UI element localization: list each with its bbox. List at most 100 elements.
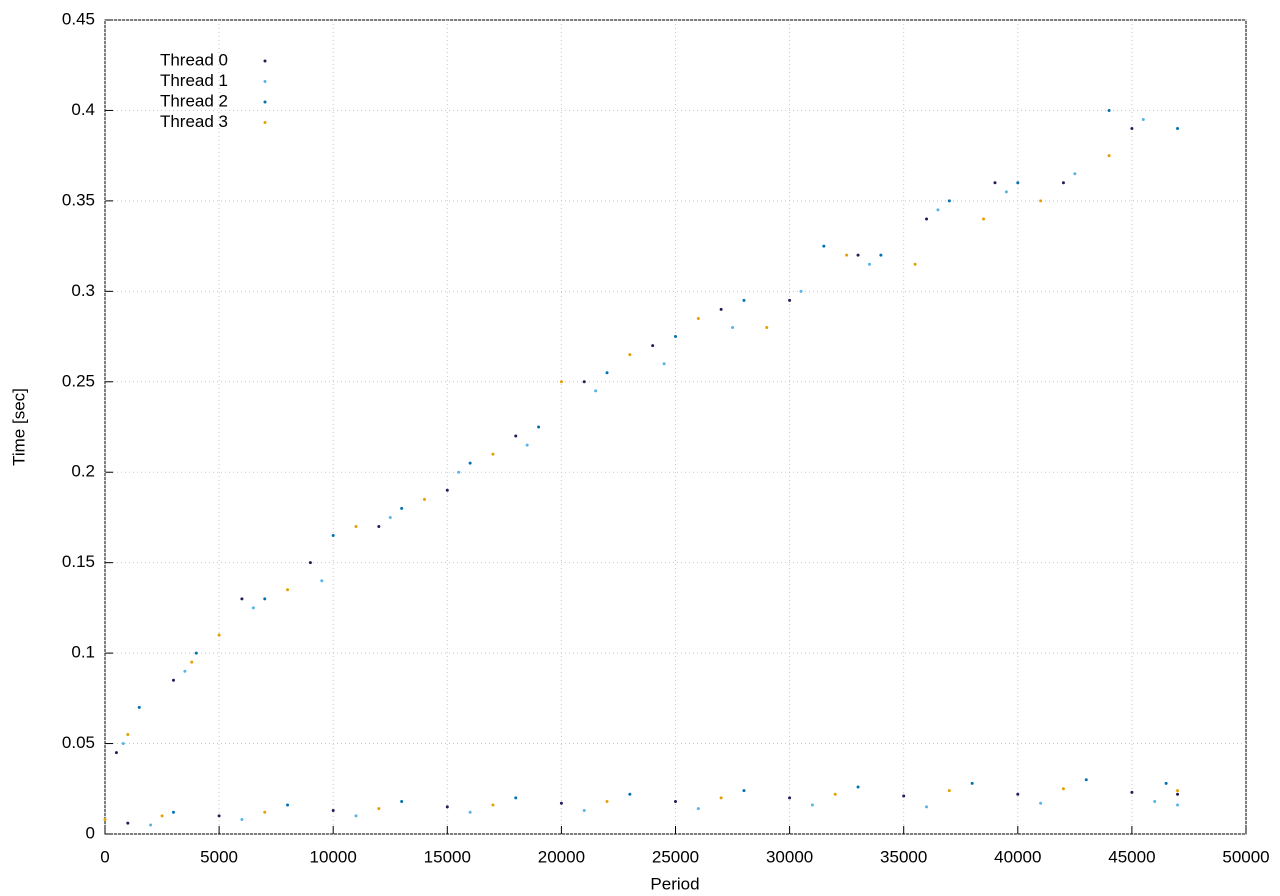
point bbox=[445, 488, 449, 492]
point bbox=[422, 497, 426, 501]
point bbox=[1153, 799, 1157, 803]
point bbox=[263, 597, 267, 601]
point bbox=[217, 814, 221, 818]
point bbox=[137, 705, 141, 709]
x-tick-label: 15000 bbox=[424, 847, 471, 866]
legend-label: Thread 1 bbox=[160, 71, 228, 90]
point bbox=[982, 217, 986, 221]
point bbox=[457, 470, 461, 474]
point bbox=[696, 316, 700, 320]
point bbox=[190, 660, 194, 664]
legend-marker bbox=[263, 100, 267, 104]
point bbox=[1176, 803, 1180, 807]
point bbox=[1141, 117, 1145, 121]
point bbox=[925, 805, 929, 809]
point bbox=[240, 818, 244, 822]
x-tick-label: 10000 bbox=[310, 847, 357, 866]
x-tick-label: 30000 bbox=[766, 847, 813, 866]
point bbox=[445, 805, 449, 809]
x-tick-label: 20000 bbox=[538, 847, 585, 866]
point bbox=[251, 606, 255, 610]
point bbox=[263, 810, 267, 814]
point bbox=[742, 298, 746, 302]
point bbox=[936, 208, 940, 212]
point bbox=[160, 814, 164, 818]
point bbox=[765, 326, 769, 330]
y-tick-label: 0.05 bbox=[62, 733, 95, 752]
point bbox=[947, 199, 951, 203]
point bbox=[331, 808, 335, 812]
x-tick-label: 0 bbox=[100, 847, 109, 866]
point bbox=[1107, 154, 1111, 158]
legend-marker bbox=[263, 121, 267, 124]
point bbox=[468, 461, 472, 465]
x-tick-label: 5000 bbox=[200, 847, 238, 866]
point bbox=[559, 380, 563, 384]
point bbox=[879, 253, 883, 257]
y-tick-label: 0.4 bbox=[71, 100, 95, 119]
point bbox=[525, 443, 529, 447]
point bbox=[605, 371, 609, 375]
point bbox=[1130, 127, 1134, 131]
y-tick-label: 0.3 bbox=[71, 281, 95, 300]
point bbox=[925, 217, 929, 221]
point bbox=[114, 751, 118, 755]
point bbox=[1039, 801, 1043, 805]
x-tick-label: 35000 bbox=[880, 847, 927, 866]
legend-marker bbox=[263, 59, 267, 63]
point bbox=[468, 810, 472, 814]
point bbox=[537, 425, 541, 429]
point bbox=[1176, 789, 1180, 793]
point bbox=[1061, 181, 1065, 185]
y-tick-label: 0.2 bbox=[71, 462, 95, 481]
point bbox=[1039, 199, 1043, 203]
legend-label: Thread 3 bbox=[160, 112, 228, 131]
point bbox=[1061, 787, 1065, 791]
point bbox=[514, 434, 518, 438]
point bbox=[696, 807, 700, 811]
point bbox=[788, 298, 792, 302]
point bbox=[400, 799, 404, 803]
y-tick-label: 0.35 bbox=[62, 190, 95, 209]
point bbox=[674, 799, 677, 803]
point bbox=[970, 781, 974, 785]
point bbox=[1016, 181, 1020, 185]
point bbox=[103, 818, 107, 822]
point bbox=[240, 597, 244, 601]
x-tick-label: 25000 bbox=[652, 847, 699, 866]
point bbox=[388, 515, 392, 519]
y-tick-label: 0.1 bbox=[71, 643, 95, 662]
point bbox=[171, 810, 175, 814]
point bbox=[719, 796, 723, 800]
point bbox=[217, 633, 221, 637]
point bbox=[491, 452, 495, 456]
y-tick-label: 0 bbox=[86, 823, 95, 842]
point bbox=[845, 253, 849, 257]
x-tick-label: 45000 bbox=[1108, 847, 1155, 866]
point bbox=[582, 380, 586, 384]
point bbox=[867, 262, 871, 266]
legend-label: Thread 0 bbox=[160, 50, 228, 69]
point bbox=[833, 792, 837, 796]
point bbox=[605, 799, 609, 803]
legend-marker bbox=[263, 80, 267, 83]
y-tick-label: 0.25 bbox=[62, 371, 95, 390]
point bbox=[377, 524, 381, 528]
point bbox=[1084, 778, 1088, 782]
point bbox=[651, 344, 655, 348]
point bbox=[1107, 108, 1111, 112]
point bbox=[810, 803, 814, 807]
point bbox=[121, 742, 125, 746]
point bbox=[400, 506, 404, 510]
point bbox=[354, 814, 358, 818]
y-axis-label: Time [sec] bbox=[9, 388, 28, 466]
point bbox=[1164, 781, 1168, 785]
point bbox=[719, 307, 723, 311]
point bbox=[126, 821, 130, 825]
point bbox=[582, 808, 586, 812]
point bbox=[559, 801, 563, 805]
point bbox=[742, 789, 746, 793]
point bbox=[320, 579, 324, 583]
point bbox=[308, 561, 312, 565]
